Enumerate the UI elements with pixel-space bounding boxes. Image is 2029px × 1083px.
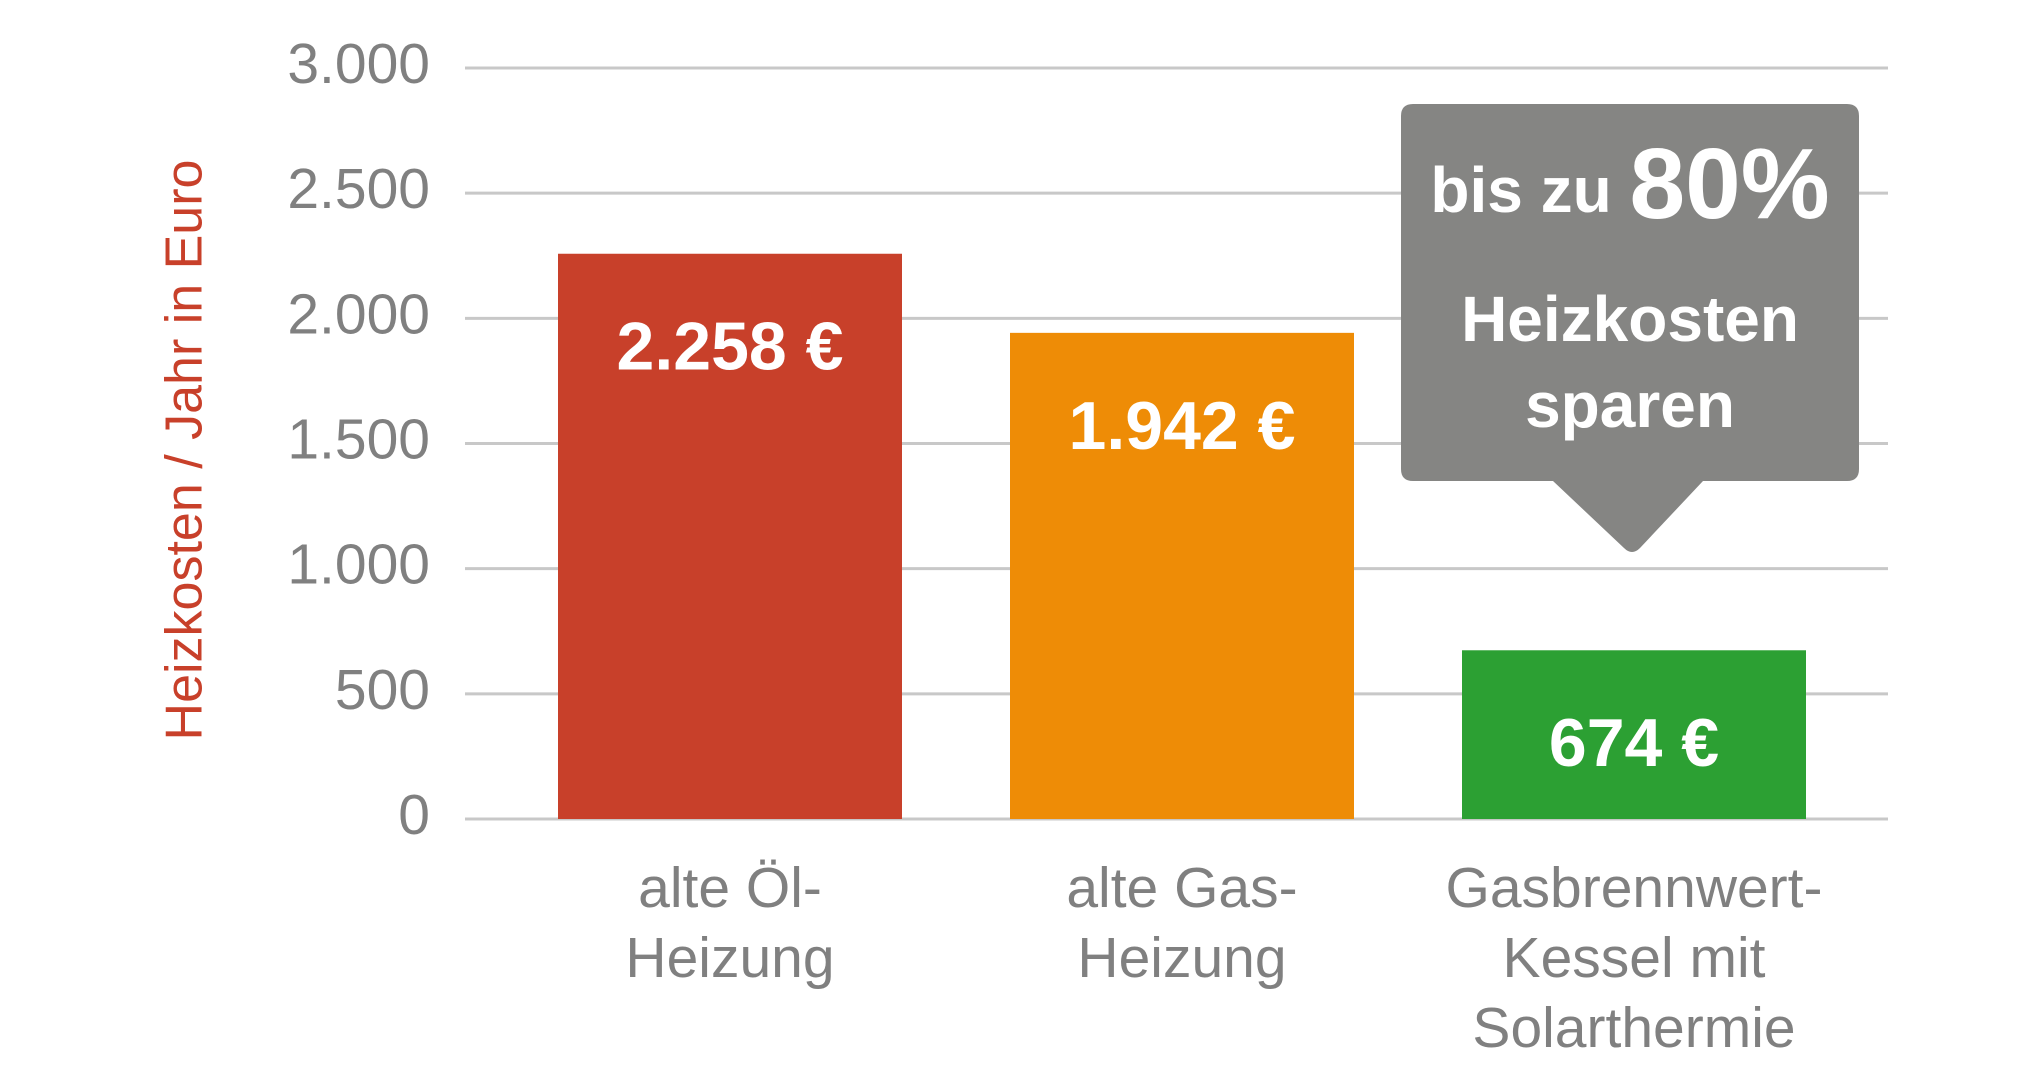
y-tick-label: 1.000 xyxy=(287,533,430,597)
callout-line: bis zu 80% xyxy=(1401,134,1859,240)
bar xyxy=(1462,650,1806,819)
x-tick-label: alte Gas- Heizung xyxy=(1066,856,1298,990)
y-axis-label: Heizkosten / Jahr in Euro xyxy=(156,160,214,741)
x-tick-label: alte Öl- Heizung xyxy=(625,856,835,990)
y-tick-label: 0 xyxy=(398,783,430,847)
callout-box xyxy=(1401,104,1859,552)
callout-text: bis zu xyxy=(1430,154,1612,226)
x-tick-label: Gasbrennwert- Kessel mit Solarthermie xyxy=(1445,856,1823,1060)
y-tick-label: 500 xyxy=(335,658,430,722)
callout: bis zu 80% Heizkosten sparen xyxy=(1401,104,1859,481)
y-tick-label: 3.000 xyxy=(287,32,430,96)
value-label: 674 € xyxy=(1549,705,1719,781)
callout-text: Heizkosten xyxy=(1461,283,1799,355)
bar xyxy=(1010,332,1354,819)
callout-text: sparen xyxy=(1525,369,1735,441)
y-tick-label: 2.500 xyxy=(287,157,430,221)
callout-emphasis: 80% xyxy=(1629,128,1830,240)
value-label: 1.942 € xyxy=(1069,388,1296,464)
y-tick-label: 2.000 xyxy=(287,282,430,346)
bar xyxy=(558,253,902,820)
value-label: 2.258 € xyxy=(617,309,844,385)
y-tick-label: 1.500 xyxy=(287,408,430,472)
